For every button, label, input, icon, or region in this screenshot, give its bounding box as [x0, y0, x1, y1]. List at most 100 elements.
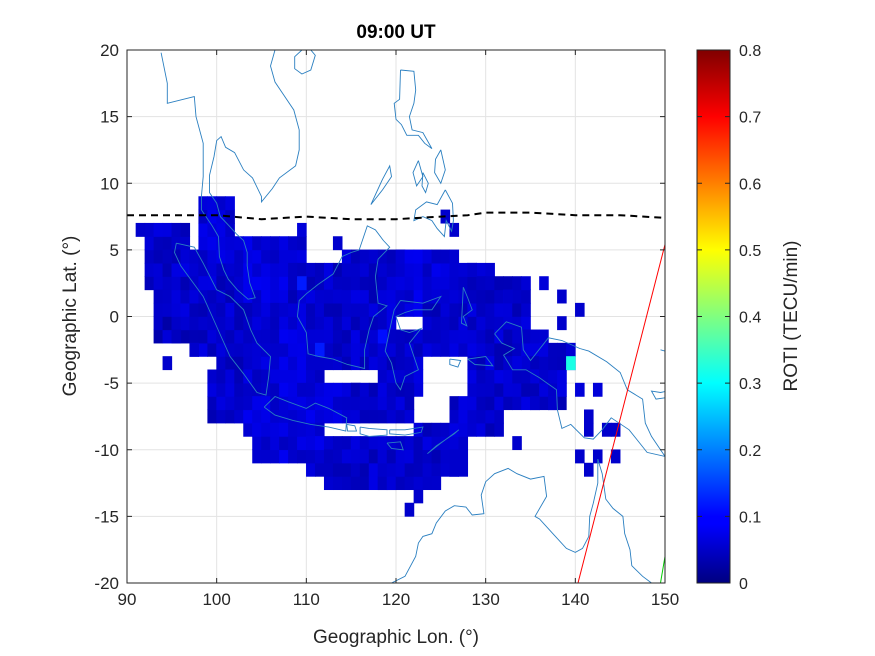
- roti-cell: [431, 329, 442, 344]
- roti-cell: [279, 382, 289, 397]
- roti-cell: [512, 276, 522, 291]
- roti-cell: [270, 449, 280, 464]
- roti-cell: [243, 249, 253, 264]
- y-tick-label: -15: [94, 507, 119, 526]
- roti-cell: [279, 316, 289, 331]
- y-tick-label: 5: [110, 241, 119, 260]
- roti-cell: [234, 396, 244, 411]
- roti-cell: [153, 316, 164, 331]
- roti-cell: [243, 382, 253, 397]
- roti-cell: [270, 436, 280, 451]
- roti-cell: [252, 316, 262, 331]
- roti-cell: [270, 262, 280, 277]
- roti-cell: [377, 462, 388, 477]
- roti-cell: [601, 422, 612, 437]
- roti-cell: [539, 329, 549, 344]
- roti-cell: [440, 316, 451, 331]
- roti-cell: [279, 329, 289, 344]
- roti-cell: [404, 449, 415, 464]
- roti-cell: [350, 289, 361, 304]
- roti-cell: [207, 276, 217, 291]
- roti-cell: [584, 422, 594, 437]
- roti-cell: [476, 342, 486, 357]
- roti-cell: [494, 316, 504, 331]
- colorbar-tick-label: 0.6: [739, 176, 761, 193]
- roti-cell: [261, 396, 271, 411]
- roti-cell: [180, 236, 191, 251]
- roti-cell: [449, 262, 460, 277]
- roti-cell: [395, 289, 406, 304]
- roti-cell: [315, 409, 325, 424]
- roti-cell: [458, 436, 469, 451]
- roti-cell: [306, 422, 316, 437]
- roti-cell: [234, 316, 244, 331]
- roti-cell: [243, 276, 253, 291]
- roti-cell: [332, 449, 343, 464]
- roti-cell: [377, 369, 388, 384]
- roti-cell: [458, 342, 469, 357]
- roti-cell: [539, 369, 549, 384]
- roti-cell: [431, 262, 442, 277]
- coastline: [359, 426, 388, 437]
- roti-cell: [386, 289, 397, 304]
- red-boundary-line: [577, 244, 665, 583]
- roti-cell: [386, 369, 397, 384]
- roti-cell: [153, 222, 164, 237]
- roti-cell: [315, 262, 325, 277]
- coastline: [461, 287, 473, 327]
- roti-cell: [162, 302, 173, 317]
- roti-cell: [162, 236, 173, 251]
- roti-cell: [198, 236, 208, 251]
- roti-cell: [323, 289, 334, 304]
- roti-cell: [234, 249, 244, 264]
- roti-cell: [189, 289, 200, 304]
- roti-cell: [306, 316, 316, 331]
- roti-cell: [485, 382, 495, 397]
- roti-cell: [422, 449, 433, 464]
- roti-cell: [548, 342, 558, 357]
- roti-cell: [297, 289, 307, 304]
- roti-cell: [359, 396, 370, 411]
- roti-cell: [198, 262, 208, 277]
- coastline: [370, 164, 392, 205]
- roti-cell: [422, 422, 433, 437]
- roti-cell: [225, 196, 235, 211]
- roti-cell: [243, 329, 253, 344]
- roti-cell: [279, 249, 289, 264]
- roti-cell: [171, 316, 182, 331]
- roti-cell: [377, 449, 388, 464]
- roti-cell: [261, 382, 271, 397]
- coastline: [660, 349, 665, 352]
- roti-cell: [341, 289, 352, 304]
- roti-cell: [521, 316, 531, 331]
- roti-cell: [395, 462, 406, 477]
- roti-cell: [512, 289, 522, 304]
- roti-cell: [494, 409, 504, 424]
- roti-cell: [279, 342, 289, 357]
- coastline: [449, 358, 462, 368]
- roti-cell: [288, 342, 298, 357]
- roti-cell: [341, 396, 352, 411]
- roti-cell: [153, 302, 164, 317]
- roti-cell: [323, 316, 334, 331]
- roti-cell: [467, 422, 477, 437]
- roti-cell: [440, 262, 451, 277]
- roti-heatmap: [135, 196, 621, 517]
- roti-cell: [386, 329, 397, 344]
- roti-cell: [297, 236, 307, 251]
- roti-cell: [144, 222, 155, 237]
- roti-cell: [332, 476, 343, 491]
- roti-cell: [216, 249, 226, 264]
- roti-cell: [377, 356, 388, 371]
- roti-cell: [243, 396, 253, 411]
- roti-cell: [180, 302, 191, 317]
- roti-cell: [512, 382, 522, 397]
- roti-cell: [306, 302, 316, 317]
- roti-cell: [449, 329, 460, 344]
- roti-cell: [359, 382, 370, 397]
- roti-cell: [243, 302, 253, 317]
- roti-cell: [377, 289, 388, 304]
- roti-cell: [225, 382, 235, 397]
- roti-cell: [404, 289, 415, 304]
- roti-cell: [377, 262, 388, 277]
